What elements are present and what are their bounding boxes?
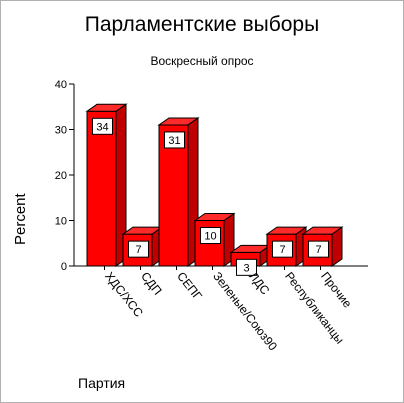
bar-top <box>193 213 236 221</box>
bar: 3 <box>229 244 272 276</box>
y-tick-label: 0 <box>61 261 67 273</box>
bar: 7 <box>121 226 164 267</box>
bars: 34 7 31 10 3 7 7 <box>85 103 344 276</box>
bar-top <box>157 117 200 126</box>
bar-top <box>265 226 308 235</box>
data-label-box <box>272 240 293 258</box>
bar: 10 <box>193 212 236 267</box>
bar-top <box>85 103 128 112</box>
bar-front <box>86 110 117 267</box>
y-tick-label: 40 <box>55 79 67 91</box>
x-tick-label: Зеленые/Союз90 <box>210 269 280 353</box>
bar-front <box>158 124 189 267</box>
x-tick-label: Прочие <box>318 269 355 310</box>
x-axis-label: Партия <box>78 375 126 391</box>
y-tick-label: 30 <box>55 125 67 137</box>
chart-subtitle: Воскресный опрос <box>150 54 254 68</box>
data-label: 7 <box>315 244 321 256</box>
data-label-box <box>236 258 257 276</box>
data-label: 7 <box>279 244 285 256</box>
chart-title: Парламентские выборы <box>84 13 320 36</box>
axes: 0 10 20 30 40 <box>55 79 368 273</box>
bar-top <box>301 226 344 235</box>
y-tick-label: 20 <box>55 170 67 182</box>
x-tick-label: СЕПГ <box>174 269 205 303</box>
data-label-box <box>164 131 185 149</box>
data-label-box <box>308 240 329 258</box>
bar: 7 <box>301 226 344 267</box>
data-label: 7 <box>135 244 141 256</box>
x-tick-label: СДП <box>138 269 165 297</box>
bar: 31 <box>157 116 200 267</box>
y-tick-label: 10 <box>55 216 67 228</box>
bar: 34 <box>85 103 128 267</box>
data-label-box <box>128 240 149 258</box>
data-label: 10 <box>204 231 216 243</box>
data-label: 34 <box>96 121 108 133</box>
data-label: 3 <box>243 262 249 274</box>
data-label-box <box>92 117 113 135</box>
data-label-box <box>200 227 221 244</box>
data-label: 31 <box>168 135 180 147</box>
bar: 7 <box>265 226 308 267</box>
